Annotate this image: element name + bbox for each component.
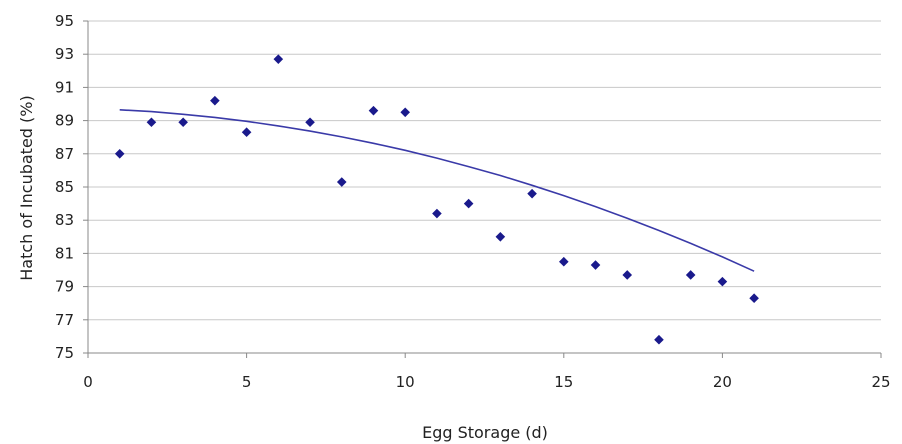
y-tick-label: 91 xyxy=(55,78,74,96)
data-point xyxy=(622,270,633,280)
data-point xyxy=(749,293,759,304)
y-tick-labels: 75 77 79 81 83 85 87 89 91 93 95 xyxy=(55,12,74,362)
data-point xyxy=(114,149,125,159)
data-point xyxy=(527,188,537,199)
x-tick-label: 20 xyxy=(713,373,732,391)
data-point xyxy=(432,208,442,219)
gridlines xyxy=(88,20,881,321)
x-tick-label: 5 xyxy=(242,373,252,391)
data-point xyxy=(654,334,664,345)
data-point xyxy=(495,232,506,242)
data-point xyxy=(368,105,379,116)
y-tick-label: 85 xyxy=(55,178,74,196)
data-point xyxy=(685,270,696,280)
x-tick-label: 10 xyxy=(396,373,415,391)
y-axis-title: Hatch of Incubated (%) xyxy=(17,95,36,280)
x-tick-label: 25 xyxy=(871,373,890,391)
y-tick-label: 89 xyxy=(55,112,74,130)
x-tick-label: 0 xyxy=(83,373,93,391)
y-tick-label: 81 xyxy=(55,244,74,262)
data-point xyxy=(241,127,252,138)
trendline xyxy=(119,109,755,272)
data-point xyxy=(463,198,474,209)
data-point xyxy=(146,117,157,128)
data-point xyxy=(305,117,315,128)
data-point xyxy=(210,95,220,106)
data-point xyxy=(336,177,347,187)
data-point xyxy=(400,107,410,118)
y-tick-label: 75 xyxy=(55,344,74,362)
y-tick-label: 87 xyxy=(55,145,74,163)
data-point xyxy=(590,260,601,270)
y-tick-label: 77 xyxy=(55,311,74,329)
y-tick-label: 95 xyxy=(55,12,74,30)
data-point xyxy=(273,54,284,64)
y-tick-label: 83 xyxy=(55,211,74,229)
data-point xyxy=(717,276,728,287)
y-tick-label: 79 xyxy=(55,278,74,296)
x-tick-label: 15 xyxy=(554,373,573,391)
y-tick-label: 93 xyxy=(55,45,74,63)
data-point xyxy=(559,256,569,267)
trendline-group xyxy=(119,109,755,272)
axes xyxy=(83,20,882,358)
x-tick-labels: 0 5 10 15 20 25 xyxy=(83,373,890,391)
x-axis-title: Egg Storage (d) xyxy=(422,423,548,442)
data-points xyxy=(114,54,759,345)
data-point xyxy=(178,117,188,128)
